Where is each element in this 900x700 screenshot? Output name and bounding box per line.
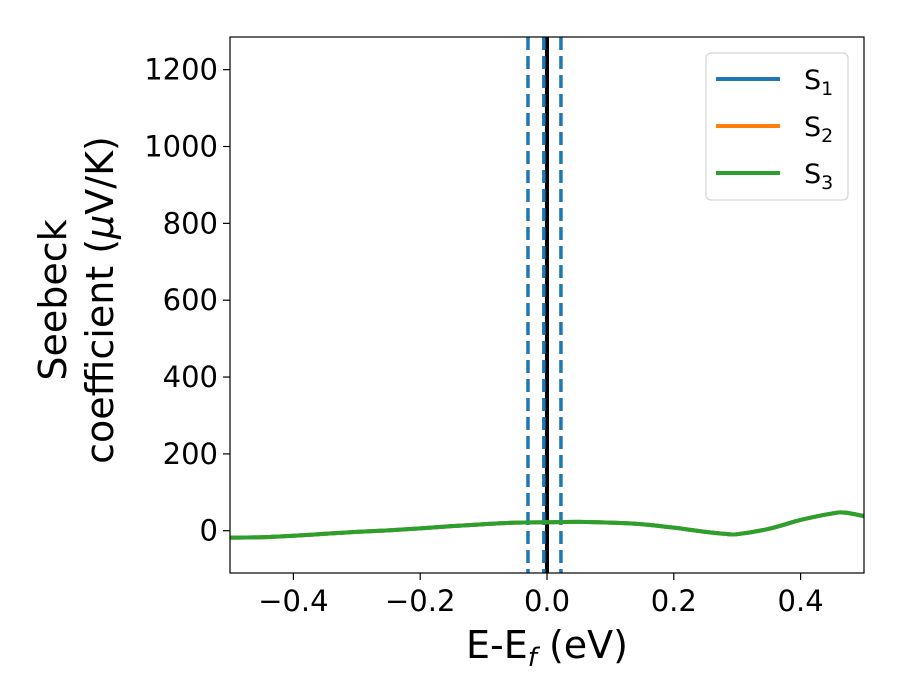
x-tick-label: −0.2 — [385, 584, 455, 618]
y-tick-label: 400 — [163, 360, 218, 394]
series-line-s3 — [230, 510, 864, 540]
x-axis-ticks: −0.4 −0.2 0.0 0.2 0.4 — [258, 573, 824, 618]
series-lines — [230, 510, 864, 540]
y-axis-label: Seebeck coefficient (μV/K) — [31, 136, 122, 464]
vertical-markers — [526, 37, 563, 573]
x-axis-label-unit: (eV) — [537, 623, 628, 667]
x-tick-label: −0.4 — [258, 584, 328, 618]
legend: S1 S2 S3 — [705, 52, 849, 201]
legend-label: S1 — [804, 65, 833, 100]
y-tick-label: 1200 — [144, 53, 218, 87]
x-axis-label-main: E-E — [466, 623, 528, 667]
y-tick-label: 200 — [163, 437, 218, 471]
x-tick-label: 0.2 — [651, 584, 697, 618]
y-axis-label-line2: coefficient (μV/K) — [78, 136, 122, 464]
y-tick-label: 0 — [200, 514, 218, 548]
y-axis-ticks: 0 200 400 600 800 1000 1200 — [144, 53, 230, 548]
y-tick-label: 600 — [163, 283, 218, 317]
y-tick-label: 800 — [163, 206, 218, 240]
y-tick-label: 1000 — [144, 130, 218, 164]
x-axis-label: E-Ef (eV) — [466, 623, 628, 673]
legend-label: S2 — [804, 112, 833, 147]
x-tick-label: 0.0 — [524, 584, 570, 618]
x-tick-label: 0.4 — [778, 584, 824, 618]
legend-label: S3 — [804, 159, 833, 194]
y-axis-label-line1: Seebeck — [31, 219, 75, 380]
